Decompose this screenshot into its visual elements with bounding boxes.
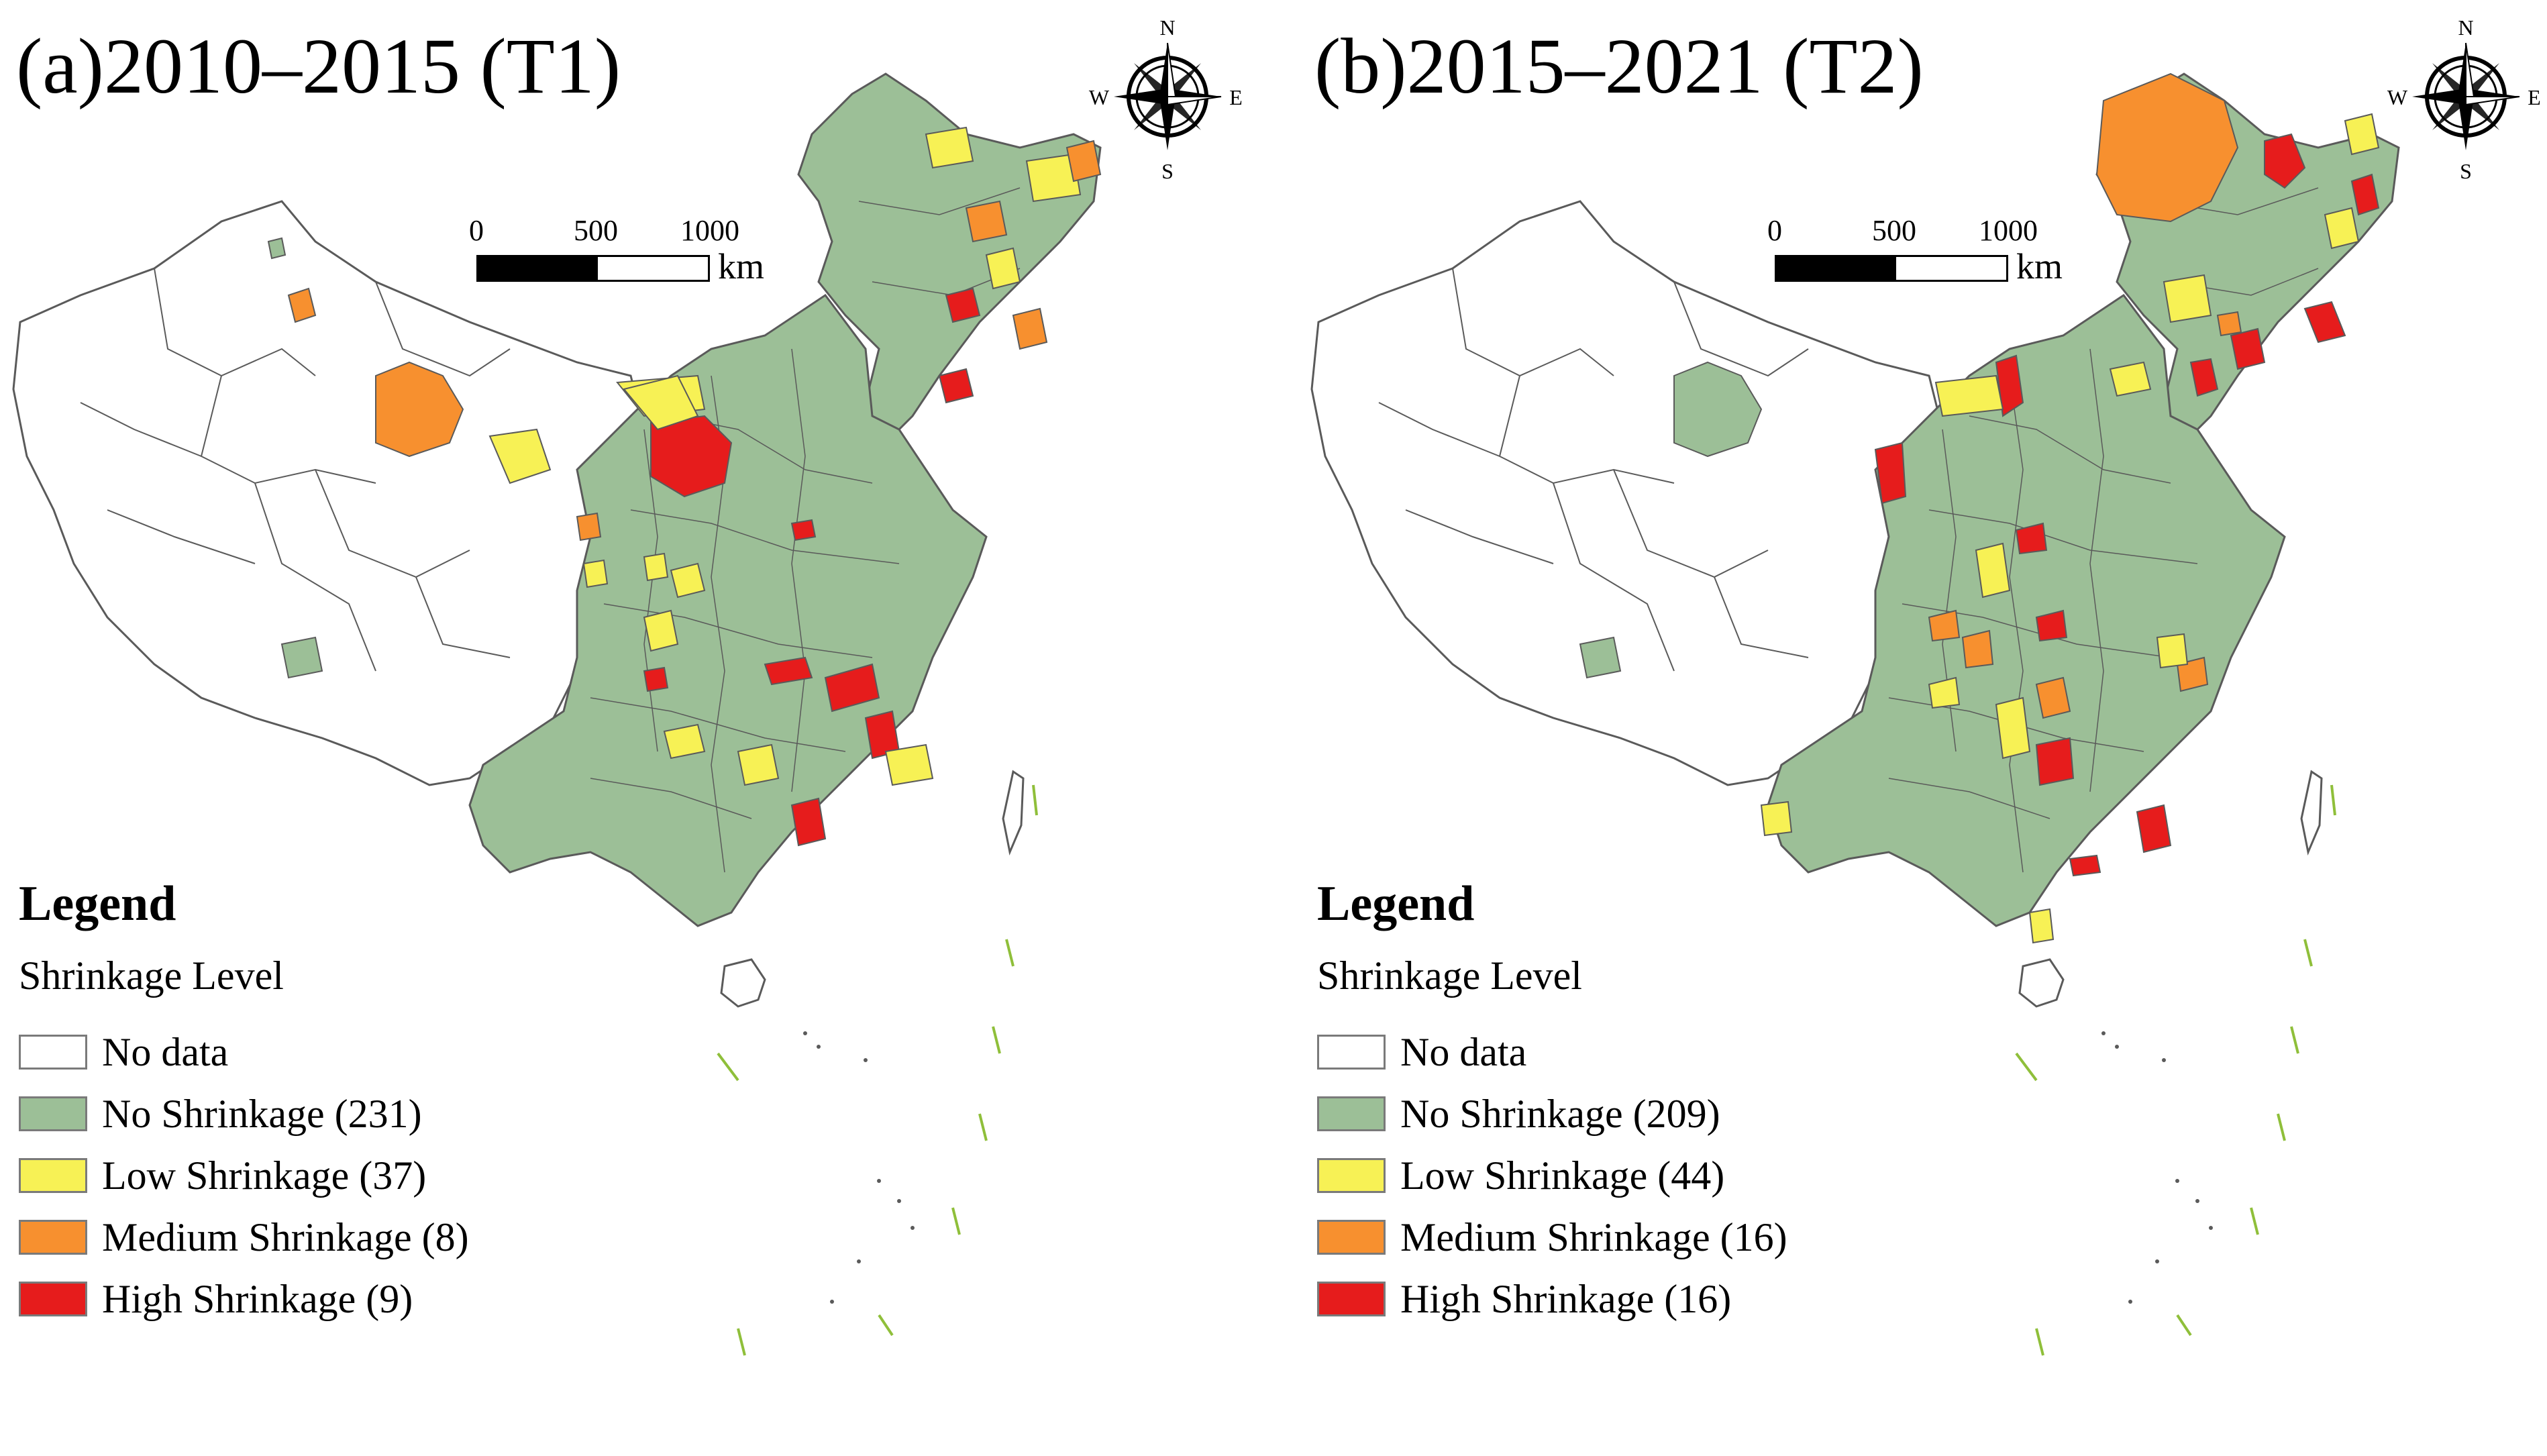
scale-bar-white-segment <box>596 255 710 282</box>
map-panel-t1: (a)2010–2015 (T1) 0 500 1000 km N S E W … <box>12 15 1243 1356</box>
legend-swatch <box>19 1220 87 1255</box>
legend-swatch <box>19 1282 87 1316</box>
panel-title: (a)2010–2015 (T1) <box>16 22 621 110</box>
north-china-region <box>468 293 988 927</box>
taiwan-island <box>1002 770 1025 856</box>
legend-item: Medium Shrinkage (16) <box>1317 1206 1921 1268</box>
legend-label: High Shrinkage (9) <box>102 1276 413 1321</box>
legend-swatch <box>19 1035 87 1070</box>
legend-item: No Shrinkage (209) <box>1317 1083 1921 1145</box>
legend-subtitle: Shrinkage Level <box>19 953 284 998</box>
legend-item: No data <box>1317 1021 1921 1083</box>
south-sea-dashes <box>717 784 1038 1356</box>
legend-label: No Shrinkage (209) <box>1400 1091 1720 1136</box>
scale-bar: 0 500 1000 km <box>1767 213 2083 294</box>
panel-title: (b)2015–2021 (T2) <box>1314 22 1924 110</box>
compass-rose-icon: N S E W <box>1089 15 1243 183</box>
scale-tick-500: 500 <box>1872 214 1916 247</box>
legend-label: Low Shrinkage (44) <box>1400 1153 1725 1198</box>
legend-item: No Shrinkage (231) <box>19 1083 623 1145</box>
scale-bar: 0 500 1000 km <box>469 213 785 294</box>
scale-tick-0: 0 <box>1767 214 1782 247</box>
legend-subtitle: Shrinkage Level <box>1317 953 1582 998</box>
compass-s: S <box>2460 159 2472 183</box>
legend-label: Medium Shrinkage (16) <box>1400 1214 1787 1259</box>
compass-n: N <box>2458 15 2473 40</box>
legend-swatch <box>1317 1096 1386 1131</box>
hainan-island <box>2018 958 2065 1008</box>
scale-unit: km <box>718 246 765 287</box>
shrinkage-patches-t2 <box>1579 72 2380 944</box>
china-map-t2 <box>1310 72 2400 1356</box>
shrinkage-patches-t1 <box>267 126 1102 847</box>
scale-tick-0: 0 <box>469 214 484 247</box>
legend-swatch <box>1317 1035 1386 1070</box>
legend-title: Legend <box>19 876 176 931</box>
china-map-t1 <box>12 72 1102 1356</box>
legend: Legend Shrinkage Level No data No Shrink… <box>1317 879 1921 1330</box>
scale-bar-black-segment <box>1775 255 1894 282</box>
legend-label: Medium Shrinkage (8) <box>102 1214 469 1259</box>
legend-item: No data <box>19 1021 623 1083</box>
compass-rose-icon: N S E W <box>2387 15 2541 183</box>
legend-item: Low Shrinkage (37) <box>19 1145 623 1206</box>
prefecture-boundaries <box>1888 187 2319 873</box>
scale-tick-1000: 1000 <box>680 214 739 247</box>
legend-swatch <box>1317 1220 1386 1255</box>
island-dots <box>803 1031 915 1304</box>
western-boundaries <box>80 268 511 672</box>
compass-e: E <box>2528 85 2541 109</box>
map-panel-t2: (b)2015–2021 (T2) 0 500 1000 km N S E W … <box>1298 0 2547 1456</box>
scale-bar-black-segment <box>476 255 596 282</box>
compass-w: W <box>2387 85 2408 109</box>
legend-swatch <box>19 1158 87 1193</box>
scale-tick-1000: 1000 <box>1979 214 2038 247</box>
legend-item: High Shrinkage (9) <box>19 1268 623 1330</box>
compass-s: S <box>1161 159 1174 183</box>
legend-label: No data <box>1400 1029 1527 1074</box>
legend: Legend Shrinkage Level No data No Shrink… <box>19 879 623 1330</box>
island-dots <box>2101 1031 2213 1304</box>
legend-item: Low Shrinkage (44) <box>1317 1145 1921 1206</box>
legend-item: Medium Shrinkage (8) <box>19 1206 623 1268</box>
scale-tick-500: 500 <box>574 214 618 247</box>
compass-e: E <box>1229 85 1243 109</box>
legend-label: No Shrinkage (231) <box>102 1091 422 1136</box>
western-no-data-region <box>12 200 645 786</box>
legend-swatch <box>1317 1282 1386 1316</box>
scale-bar-white-segment <box>1894 255 2008 282</box>
western-boundaries <box>1378 268 1809 672</box>
legend-swatch <box>1317 1158 1386 1193</box>
western-no-data-region <box>1310 200 1944 786</box>
scale-unit: km <box>2016 246 2063 287</box>
legend-label: High Shrinkage (16) <box>1400 1276 1732 1321</box>
south-sea-dashes <box>2015 784 2336 1356</box>
legend-swatch <box>19 1096 87 1131</box>
legend-label: Low Shrinkage (37) <box>102 1153 427 1198</box>
compass-w: W <box>1089 85 1110 109</box>
legend-item: High Shrinkage (16) <box>1317 1268 1921 1330</box>
taiwan-island <box>2300 770 2323 856</box>
legend-label: No data <box>102 1029 229 1074</box>
compass-n: N <box>1159 15 1175 40</box>
hainan-island <box>720 958 766 1008</box>
legend-title: Legend <box>1317 876 1475 931</box>
